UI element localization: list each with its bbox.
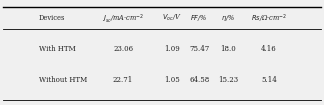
Text: 23.06: 23.06 — [113, 45, 133, 53]
Text: 22.71: 22.71 — [113, 76, 133, 84]
Text: Devices: Devices — [39, 14, 65, 22]
Text: Without HTM: Without HTM — [39, 76, 87, 84]
Text: $Rs$/Ω·cm$^{-2}$: $Rs$/Ω·cm$^{-2}$ — [251, 12, 287, 25]
Text: 1.09: 1.09 — [164, 45, 179, 53]
Text: 1.05: 1.05 — [164, 76, 179, 84]
Text: 18.0: 18.0 — [221, 45, 236, 53]
Text: $V_{oc}$/V: $V_{oc}$/V — [162, 13, 181, 24]
Text: $FF$/%: $FF$/% — [191, 13, 208, 23]
Text: With HTM: With HTM — [39, 45, 75, 53]
Text: 4.16: 4.16 — [261, 45, 277, 53]
Text: 5.14: 5.14 — [261, 76, 277, 84]
Text: 15.23: 15.23 — [218, 76, 238, 84]
Text: 75.47: 75.47 — [189, 45, 209, 53]
Text: 64.58: 64.58 — [189, 76, 209, 84]
Text: $J_{sc}$/mA·cm$^{-2}$: $J_{sc}$/mA·cm$^{-2}$ — [102, 12, 144, 25]
Text: $\eta$/%: $\eta$/% — [221, 13, 236, 23]
